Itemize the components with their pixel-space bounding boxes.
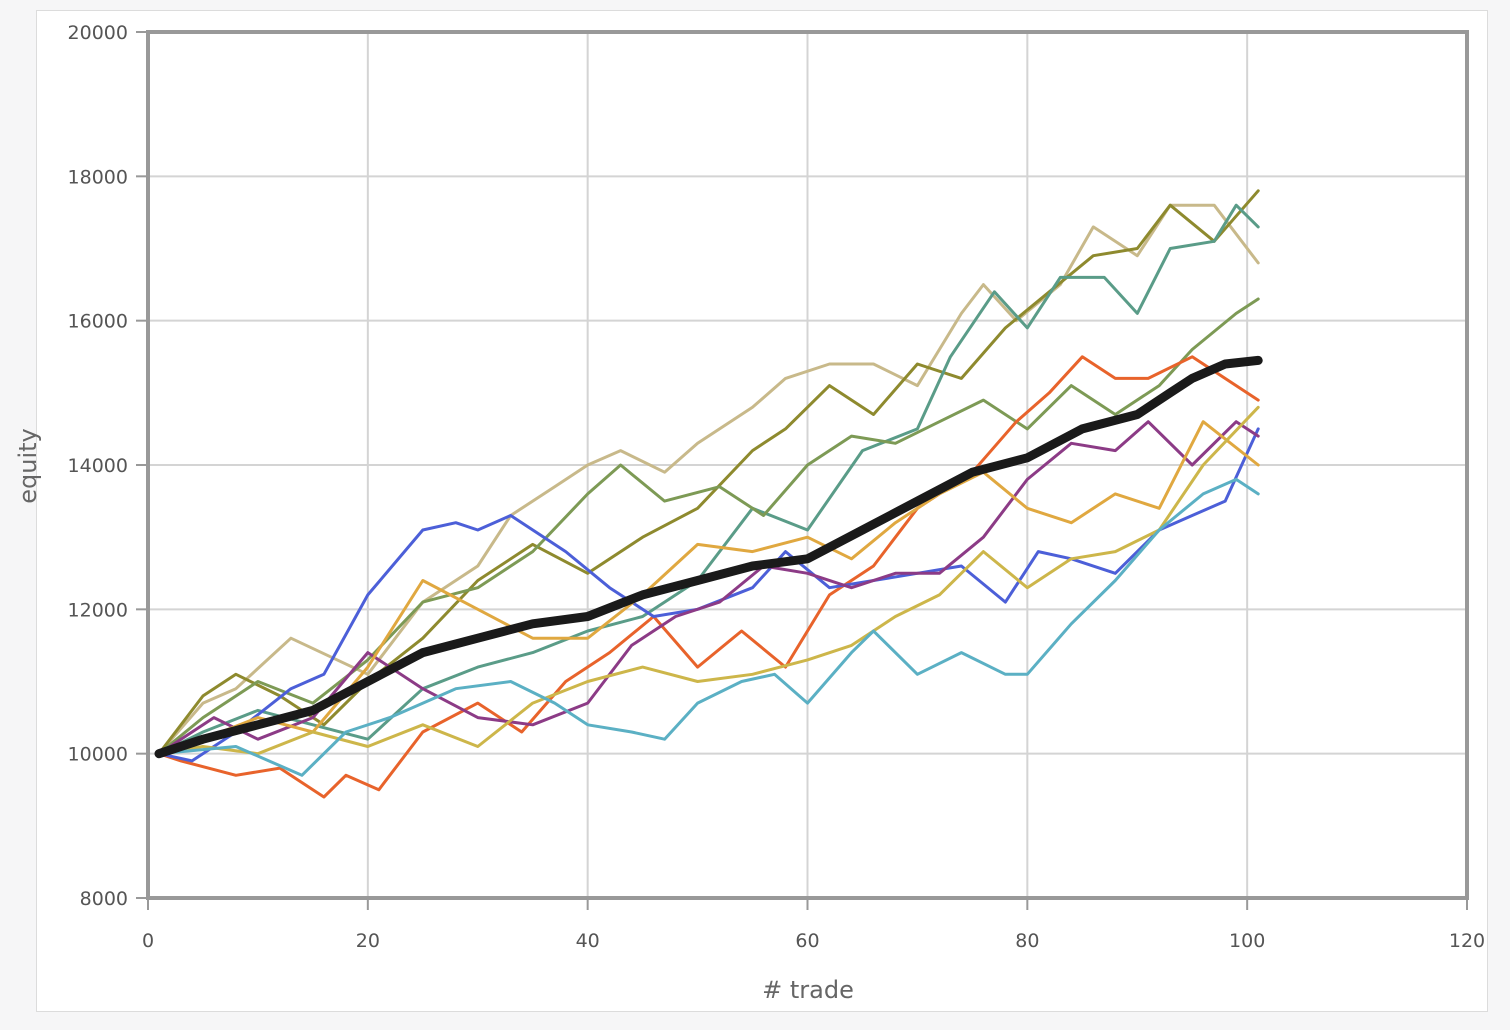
x-tick-label: 40 [576,930,600,952]
x-axis-ticks: 0 20 40 60 80 100 120 [142,898,1485,952]
y-tick-label: 16000 [68,311,128,333]
series-sim-olive [157,189,1260,756]
x-axis-title: # trade [762,976,854,1004]
y-tick-label: 8000 [80,888,128,910]
x-tick-label: 60 [795,930,819,952]
series-sim-sage [157,297,1260,756]
y-tick-label: 10000 [68,744,128,766]
x-tick-label: 20 [356,930,380,952]
series-sim-tan [157,203,1260,756]
y-axis-ticks: 8000 10000 12000 14000 16000 18000 20000 [68,22,148,910]
x-tick-label: 100 [1229,930,1265,952]
series-lines [154,189,1263,799]
y-tick-label: 14000 [68,455,128,477]
y-tick-label: 18000 [68,166,128,188]
series-sim-blue [157,427,1260,763]
series-sim-teal [157,203,1260,756]
y-tick-label: 20000 [68,22,128,44]
y-tick-label: 12000 [68,599,128,621]
x-tick-label: 80 [1015,930,1039,952]
series-sim-mustard [157,405,1260,756]
series-average [154,355,1263,759]
y-axis-title: equity [14,428,42,504]
x-tick-label: 120 [1449,930,1485,952]
series-sim-cyan [157,477,1260,777]
series-sim-orange [157,355,1260,799]
x-tick-label: 0 [142,930,154,952]
